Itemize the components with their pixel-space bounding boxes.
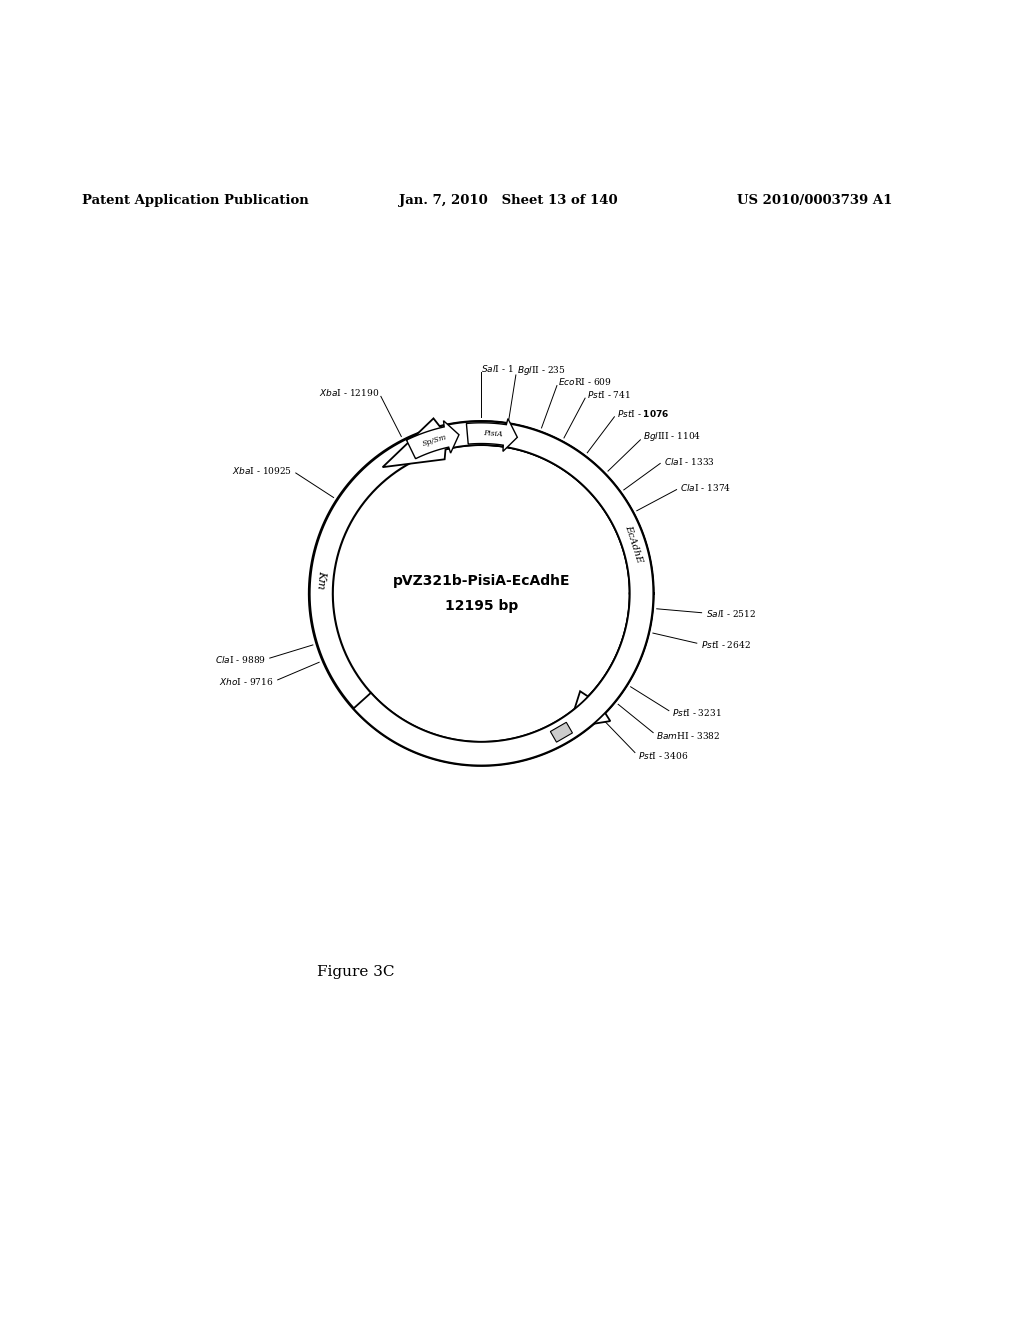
Text: $\mathit{Sal}$I - 1: $\mathit{Sal}$I - 1 [481, 363, 514, 374]
Text: $\mathit{Sal}$I - 2512: $\mathit{Sal}$I - 2512 [706, 607, 756, 619]
Text: $\mathit{Pst}$I - $\mathbf{1076}$: $\mathit{Pst}$I - $\mathbf{1076}$ [616, 408, 670, 418]
Polygon shape [353, 418, 653, 766]
Text: $\mathit{Eco}$RI - 609: $\mathit{Eco}$RI - 609 [558, 376, 612, 387]
Text: $\mathit{Xba}$I - 12190: $\mathit{Xba}$I - 12190 [318, 387, 379, 399]
Text: $\mathit{Pst}$I - 3231: $\mathit{Pst}$I - 3231 [673, 708, 722, 718]
Polygon shape [489, 421, 653, 727]
Text: Km: Km [315, 570, 328, 589]
Text: $\mathit{Cla}$I - 9889: $\mathit{Cla}$I - 9889 [215, 653, 266, 665]
Text: Figure 3C: Figure 3C [317, 965, 395, 979]
Text: $\mathit{Cla}$I - 1374: $\mathit{Cla}$I - 1374 [680, 482, 731, 494]
Text: $\mathit{Xba}$I - 10925: $\mathit{Xba}$I - 10925 [232, 465, 292, 477]
Text: $\mathit{Bgl}$II - 235: $\mathit{Bgl}$II - 235 [516, 364, 565, 378]
Polygon shape [550, 722, 572, 742]
Text: $\mathit{Cla}$I - 1333: $\mathit{Cla}$I - 1333 [664, 455, 715, 466]
Text: Jan. 7, 2010   Sheet 13 of 140: Jan. 7, 2010 Sheet 13 of 140 [399, 194, 618, 207]
Polygon shape [407, 421, 459, 459]
Text: $\mathit{Pst}$I - 741: $\mathit{Pst}$I - 741 [587, 389, 631, 400]
Text: Sp/Sm: Sp/Sm [422, 433, 447, 447]
Polygon shape [466, 418, 517, 451]
Text: $\mathit{Pst}$I - 3406: $\mathit{Pst}$I - 3406 [638, 750, 688, 762]
Text: PisiA: PisiA [482, 429, 503, 438]
Text: $\mathit{Bam}$HI - 3382: $\mathit{Bam}$HI - 3382 [656, 730, 721, 741]
Text: $\mathit{Bgl}$III - 1104: $\mathit{Bgl}$III - 1104 [643, 430, 701, 444]
Text: $\mathit{Pst}$I - 2642: $\mathit{Pst}$I - 2642 [700, 639, 751, 649]
Text: $\mathit{Xho}$I - 9716: $\mathit{Xho}$I - 9716 [219, 676, 273, 686]
Text: 12195 bp: 12195 bp [444, 599, 518, 612]
Text: US 2010/0003739 A1: US 2010/0003739 A1 [737, 194, 893, 207]
Text: pVZ321b-PisiA-EcAdhE: pVZ321b-PisiA-EcAdhE [392, 574, 570, 589]
Text: EcAdhE: EcAdhE [624, 524, 644, 564]
Text: Patent Application Publication: Patent Application Publication [82, 194, 308, 207]
